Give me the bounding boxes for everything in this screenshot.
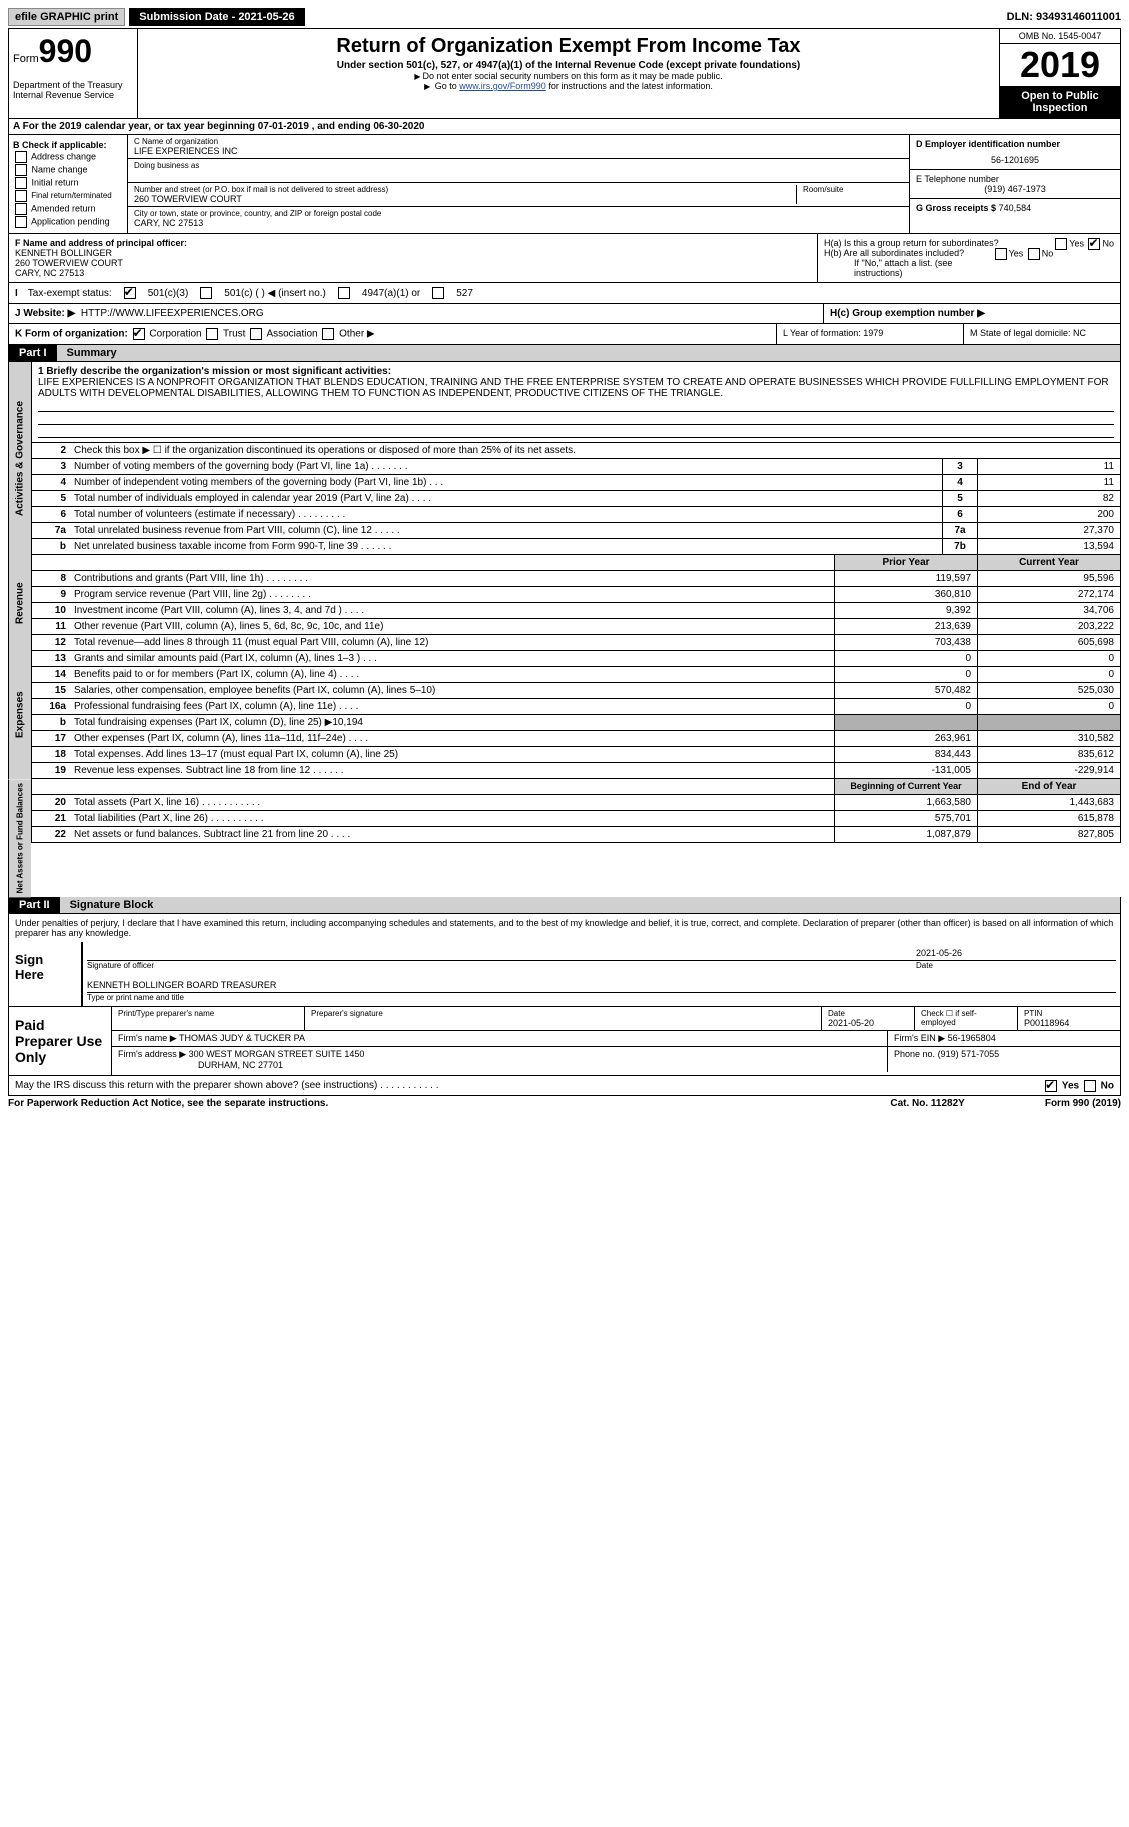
opt-name: Name change: [13, 164, 123, 176]
table-row: 10Investment income (Part VIII, column (…: [31, 603, 1121, 619]
city: CARY, NC 27513: [134, 218, 903, 228]
table-row: 5Total number of individuals employed in…: [31, 491, 1121, 507]
firm-ein: 56-1965804: [948, 1033, 996, 1043]
efile-button[interactable]: efile GRAPHIC print: [8, 8, 125, 26]
table-row: 16aProfessional fundraising fees (Part I…: [31, 699, 1121, 715]
org-name: LIFE EXPERIENCES INC: [134, 146, 903, 156]
form-number: 990: [39, 33, 92, 69]
mission-block: 1 Briefly describe the organization's mi…: [31, 362, 1121, 443]
section-revenue: Revenue: [8, 555, 31, 651]
part2-header: Part II: [9, 897, 60, 913]
discuss-question: May the IRS discuss this return with the…: [15, 1080, 439, 1091]
table-row: 13Grants and similar amounts paid (Part …: [31, 651, 1121, 667]
table-row: 18Total expenses. Add lines 13–17 (must …: [31, 747, 1121, 763]
website: HTTP://WWW.LIFEEXPERIENCES.ORG: [81, 308, 264, 319]
table-row: 11Other revenue (Part VIII, column (A), …: [31, 619, 1121, 635]
firm-name: THOMAS JUDY & TUCKER PA: [179, 1033, 305, 1043]
table-row: 4Number of independent voting members of…: [31, 475, 1121, 491]
open-public: Open to Public Inspection: [1000, 86, 1120, 118]
table-row: 7aTotal unrelated business revenue from …: [31, 523, 1121, 539]
submission-date: Submission Date - 2021-05-26: [129, 8, 304, 26]
form-label: Form: [13, 53, 39, 65]
tax-year: 2019: [1000, 44, 1120, 86]
part2-title: Signature Block: [60, 897, 1120, 913]
table-row: 19Revenue less expenses. Subtract line 1…: [31, 763, 1121, 779]
irs-link[interactable]: www.irs.gov/Form990: [459, 81, 546, 91]
part1-header: Part I: [9, 345, 57, 361]
opt-pending: Application pending: [13, 216, 123, 228]
sign-here-label: Sign Here: [9, 942, 81, 1006]
table-row: bNet unrelated business taxable income f…: [31, 539, 1121, 555]
table-row: 17Other expenses (Part IX, column (A), l…: [31, 731, 1121, 747]
section-governance: Activities & Governance: [8, 362, 31, 555]
table-row: 14Benefits paid to or for members (Part …: [31, 667, 1121, 683]
table-row: 22Net assets or fund balances. Subtract …: [31, 827, 1121, 843]
ein: 56-1201695: [916, 155, 1114, 165]
dln: DLN: 93493146011001: [1007, 11, 1121, 23]
col-b: B Check if applicable: Address change Na…: [9, 135, 128, 233]
part1-title: Summary: [57, 345, 1120, 361]
top-bar: efile GRAPHIC print Submission Date - 20…: [8, 8, 1121, 26]
officer-name-title: KENNETH BOLLINGER BOARD TREASURER: [87, 980, 1116, 990]
phone: (919) 467-1973: [916, 184, 1114, 194]
subtitle: Under section 501(c), 527, or 4947(a)(1)…: [142, 60, 995, 71]
website-row: J Website: ▶ HTTP://WWW.LIFEEXPERIENCES.…: [8, 304, 1121, 324]
col-b-title: B Check if applicable:: [13, 140, 123, 150]
section-netassets: Net Assets or Fund Balances: [8, 779, 31, 897]
table-row: 12Total revenue—add lines 8 through 11 (…: [31, 635, 1121, 651]
opt-amended: Amended return: [13, 203, 123, 215]
street: 260 TOWERVIEW COURT: [134, 194, 792, 204]
firm-phone: (919) 571-7055: [938, 1049, 1000, 1059]
ptin: P00118964: [1024, 1018, 1114, 1028]
sig-date: 2021-05-26: [916, 948, 1116, 958]
section-expenses: Expenses: [8, 651, 31, 779]
table-row: 3Number of voting members of the governi…: [31, 459, 1121, 475]
note2: Go to www.irs.gov/Form990 for instructio…: [142, 81, 995, 91]
omb: OMB No. 1545-0047: [1000, 29, 1120, 44]
main-grid: B Check if applicable: Address change Na…: [8, 135, 1121, 234]
firm-address: 300 WEST MORGAN STREET SUITE 1450: [189, 1049, 365, 1059]
col-d: D Employer identification number 56-1201…: [909, 135, 1120, 233]
opt-final: Final return/terminated: [13, 190, 123, 202]
officer-name: KENNETH BOLLINGER: [15, 248, 112, 258]
col-c: C Name of organization LIFE EXPERIENCES …: [128, 135, 909, 233]
table-row: 6Total number of volunteers (estimate if…: [31, 507, 1121, 523]
row-a: A For the 2019 calendar year, or tax yea…: [8, 119, 1121, 135]
opt-address: Address change: [13, 151, 123, 163]
table-row: 20Total assets (Part X, line 16) . . . .…: [31, 795, 1121, 811]
table-row: 15Salaries, other compensation, employee…: [31, 683, 1121, 699]
state-domicile: M State of legal domicile: NC: [963, 324, 1120, 344]
officer-row: F Name and address of principal officer:…: [8, 234, 1121, 283]
mission-text: LIFE EXPERIENCES IS A NONPROFIT ORGANIZA…: [38, 377, 1109, 399]
signature-block: Under penalties of perjury, I declare th…: [8, 914, 1121, 1096]
form-header: Form990 Department of the Treasury Inter…: [8, 28, 1121, 119]
perjury-statement: Under penalties of perjury, I declare th…: [9, 914, 1120, 942]
year-of-formation: L Year of formation: 1979: [776, 324, 963, 344]
department: Department of the Treasury Internal Reve…: [13, 80, 133, 100]
table-row: bTotal fundraising expenses (Part IX, co…: [31, 715, 1121, 731]
k-org-row: K Form of organization: Corporation Trus…: [8, 324, 1121, 345]
form-title: Return of Organization Exempt From Incom…: [142, 35, 995, 58]
table-row: 21Total liabilities (Part X, line 26) . …: [31, 811, 1121, 827]
note1: Do not enter social security numbers on …: [142, 71, 995, 81]
gross-receipts: 740,584: [999, 203, 1032, 213]
page-footer: For Paperwork Reduction Act Notice, see …: [8, 1098, 1121, 1109]
table-row: 9Program service revenue (Part VIII, lin…: [31, 587, 1121, 603]
tax-status-row: I Tax-exempt status: 501(c)(3) 501(c) ( …: [8, 283, 1121, 304]
table-row: 8Contributions and grants (Part VIII, li…: [31, 571, 1121, 587]
opt-initial: Initial return: [13, 177, 123, 189]
paid-preparer-label: Paid Preparer Use Only: [9, 1007, 111, 1075]
